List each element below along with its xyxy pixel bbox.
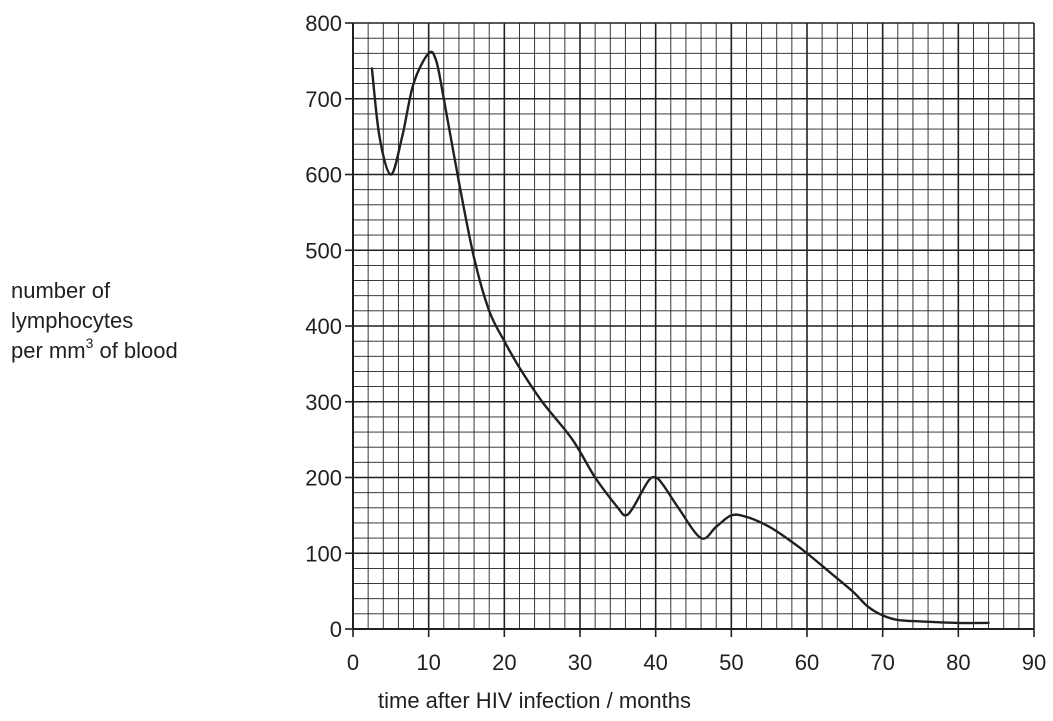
x-tick-label: 20 [492, 650, 516, 675]
x-axis-ticks: 0 10 20 30 40 50 60 70 80 90 [347, 629, 1046, 675]
y-tick-label: 200 [305, 466, 342, 491]
x-tick-label: 30 [568, 650, 592, 675]
y-tick-label: 100 [305, 541, 342, 566]
y-tick-label: 800 [305, 11, 342, 36]
x-tick-label: 50 [719, 650, 743, 675]
x-tick-label: 90 [1022, 650, 1046, 675]
y-tick-label: 0 [330, 617, 342, 642]
y-tick-label: 300 [305, 390, 342, 415]
y-tick-label: 700 [305, 87, 342, 112]
y-axis-label-superscript: 3 [85, 334, 94, 351]
x-tick-label: 10 [416, 650, 440, 675]
y-tick-label: 500 [305, 238, 342, 263]
y-axis-ticks: 0 100 200 300 400 500 600 700 800 [305, 11, 353, 642]
y-axis-label-line-3: per mm3 of blood [11, 336, 178, 366]
y-axis-label-line-1: number of [11, 278, 111, 303]
y-axis-label-line-2: lymphocytes [11, 308, 134, 333]
y-axis-label-prefix: per mm [11, 338, 86, 363]
x-axis-label: time after HIV infection / months [378, 688, 692, 713]
y-tick-label: 600 [305, 163, 342, 188]
series-line [370, 50, 990, 625]
x-tick-label: 40 [643, 650, 667, 675]
line-chart: 0 10 20 30 40 50 60 70 80 90 0 100 200 300 400 500 600 7… [305, 11, 1046, 675]
x-tick-label: 0 [347, 650, 359, 675]
x-tick-label: 80 [946, 650, 970, 675]
series-group [370, 50, 990, 625]
y-tick-label: 400 [305, 314, 342, 339]
y-axis-label-suffix: of blood [93, 338, 178, 363]
x-tick-label: 70 [870, 650, 894, 675]
x-tick-label: 60 [795, 650, 819, 675]
y-axis-label: number of lymphocytes per mm3 of blood [11, 276, 178, 366]
